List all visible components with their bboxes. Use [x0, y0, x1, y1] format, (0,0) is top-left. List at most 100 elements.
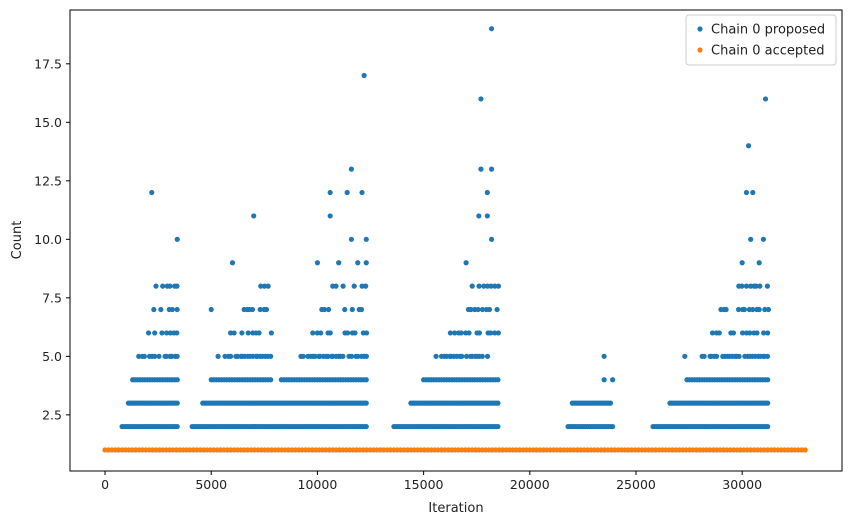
- data-point: [762, 96, 769, 102]
- data-point: [494, 306, 500, 313]
- data-point: [251, 213, 257, 219]
- data-point: [355, 260, 361, 266]
- data-point: [348, 166, 354, 172]
- data-point: [160, 283, 166, 289]
- data-point: [169, 306, 175, 313]
- data-point: [208, 306, 214, 313]
- data-point: [174, 306, 180, 313]
- data-point: [481, 283, 487, 289]
- data-point: [349, 353, 355, 359]
- data-point: [159, 330, 165, 336]
- data-point: [268, 377, 274, 383]
- data-point: [484, 213, 490, 219]
- data-point: [359, 189, 365, 196]
- x-axis-label: Iteration: [428, 501, 483, 516]
- data-point: [682, 353, 688, 359]
- data-point: [340, 283, 346, 289]
- data-point: [741, 306, 748, 313]
- data-point: [152, 330, 158, 336]
- data-point: [174, 423, 180, 430]
- data-point: [488, 283, 494, 289]
- data-point: [215, 353, 221, 359]
- data-point: [495, 400, 501, 406]
- data-point: [747, 330, 753, 336]
- data-point: [358, 306, 365, 313]
- data-point: [748, 236, 754, 242]
- data-point: [756, 306, 762, 313]
- data-point: [739, 260, 745, 266]
- x-tick-label: 15000: [404, 477, 444, 492]
- data-point: [701, 353, 707, 359]
- data-point: [152, 353, 158, 359]
- data-point: [458, 330, 464, 336]
- data-point: [268, 330, 274, 336]
- data-point: [156, 353, 162, 359]
- data-point: [153, 283, 159, 289]
- data-point: [750, 189, 756, 196]
- data-point: [351, 283, 357, 289]
- data-point: [492, 330, 498, 336]
- y-tick-label: 12.5: [34, 173, 62, 188]
- data-point: [479, 306, 486, 313]
- data-point: [478, 166, 484, 172]
- data-point: [261, 283, 268, 289]
- data-point: [145, 330, 152, 336]
- data-point: [349, 306, 355, 313]
- data-point: [363, 423, 369, 430]
- data-point: [433, 353, 439, 359]
- data-point: [229, 260, 236, 266]
- data-point: [257, 306, 263, 313]
- data-point: [762, 306, 768, 313]
- data-point: [363, 353, 370, 359]
- data-point: [802, 447, 808, 453]
- data-point: [709, 330, 716, 336]
- data-point: [765, 423, 771, 430]
- data-point: [167, 283, 173, 289]
- data-point: [764, 353, 771, 359]
- data-point: [352, 330, 358, 336]
- data-point: [340, 353, 346, 359]
- plot-frame: [69, 9, 843, 472]
- data-point: [463, 260, 469, 266]
- data-point: [495, 423, 501, 430]
- data-point: [468, 306, 474, 313]
- legend: Chain 0 proposed Chain 0 accepted: [685, 14, 837, 66]
- data-point: [174, 330, 180, 336]
- data-point: [359, 283, 365, 289]
- data-point: [475, 306, 481, 313]
- data-point: [263, 306, 270, 313]
- data-point: [361, 72, 367, 79]
- data-point: [488, 236, 495, 242]
- y-tick-label: 17.5: [34, 56, 62, 71]
- y-tick-label: 5.0: [42, 349, 62, 364]
- data-point: [765, 400, 771, 406]
- y-axis-label: Count: [10, 221, 25, 260]
- data-point: [325, 353, 331, 359]
- x-tick-label: 20000: [510, 477, 550, 492]
- data-point: [333, 283, 339, 289]
- data-point: [363, 260, 369, 266]
- data-point: [739, 283, 745, 289]
- data-point: [739, 330, 746, 336]
- data-point: [174, 377, 180, 383]
- data-point: [256, 330, 262, 336]
- data-point: [265, 283, 271, 289]
- data-point: [158, 306, 164, 313]
- data-point: [743, 283, 750, 289]
- data-point: [607, 400, 614, 406]
- data-point: [723, 306, 729, 313]
- data-point: [495, 283, 502, 289]
- data-point: [136, 353, 142, 359]
- data-point: [743, 189, 750, 196]
- data-point: [174, 400, 180, 406]
- legend-label-proposed: Chain 0 proposed: [711, 23, 825, 38]
- y-tick-label: 2.5: [42, 407, 62, 422]
- legend-box: [685, 14, 837, 66]
- y-tick-label: 10.0: [34, 232, 62, 247]
- data-point: [754, 330, 760, 336]
- data-point: [463, 353, 470, 359]
- data-point: [227, 330, 234, 336]
- data-point: [321, 306, 328, 313]
